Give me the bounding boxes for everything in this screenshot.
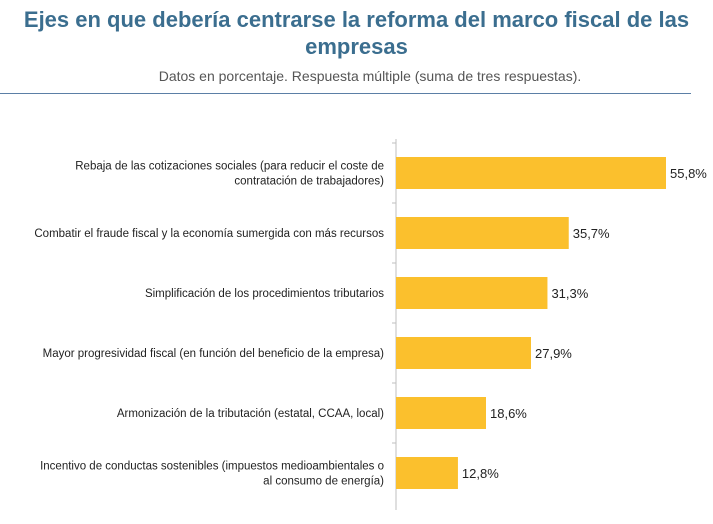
value-label-1: 55,8% bbox=[670, 166, 707, 181]
bar-5 bbox=[396, 397, 486, 429]
bar-2 bbox=[396, 217, 569, 249]
category-label-4: Mayor progresividad fiscal (en función d… bbox=[43, 348, 385, 360]
bar-1 bbox=[396, 157, 666, 189]
category-label-6: Incentivo de conductas sostenibles (impu… bbox=[40, 461, 384, 488]
category-label-line: Simplificación de los procedimientos tri… bbox=[145, 288, 384, 300]
chart-title-line-1: Ejes en que debería centrarse la reforma… bbox=[23, 7, 690, 32]
value-label-3: 31,3% bbox=[551, 286, 588, 301]
chart-subtitle: Datos en porcentaje. Respuesta múltiple … bbox=[158, 68, 582, 84]
category-label-line: contratación de trabajadores) bbox=[234, 176, 384, 188]
header-divider bbox=[0, 93, 691, 94]
chart-title: Ejes en que debería centrarse la reforma… bbox=[0, 6, 713, 60]
value-label-5: 18,6% bbox=[490, 406, 527, 421]
value-label-2: 35,7% bbox=[573, 226, 610, 241]
category-label-2: Combatir el fraude fiscal y la economía … bbox=[34, 228, 384, 240]
category-label-line: Armonización de la tributación (estatal,… bbox=[117, 408, 384, 420]
category-label-line: Incentivo de conductas sostenibles (impu… bbox=[40, 461, 384, 473]
value-label-4: 27,9% bbox=[535, 346, 572, 361]
category-label-line: al consumo de energía) bbox=[263, 476, 384, 488]
bar-6 bbox=[396, 457, 458, 489]
category-label-5: Armonización de la tributación (estatal,… bbox=[117, 408, 384, 420]
category-label-line: Rebaja de las cotizaciones sociales (par… bbox=[75, 161, 384, 173]
category-label-line: Mayor progresividad fiscal (en función d… bbox=[43, 348, 385, 360]
chart-title-line-2: empresas bbox=[305, 34, 408, 59]
category-label-1: Rebaja de las cotizaciones sociales (par… bbox=[75, 161, 384, 188]
value-label-6: 12,8% bbox=[462, 466, 499, 481]
bar-4 bbox=[396, 337, 531, 369]
category-label-line: Combatir el fraude fiscal y la economía … bbox=[34, 228, 384, 240]
category-label-3: Simplificación de los procedimientos tri… bbox=[145, 288, 384, 300]
bar-3 bbox=[396, 277, 548, 309]
